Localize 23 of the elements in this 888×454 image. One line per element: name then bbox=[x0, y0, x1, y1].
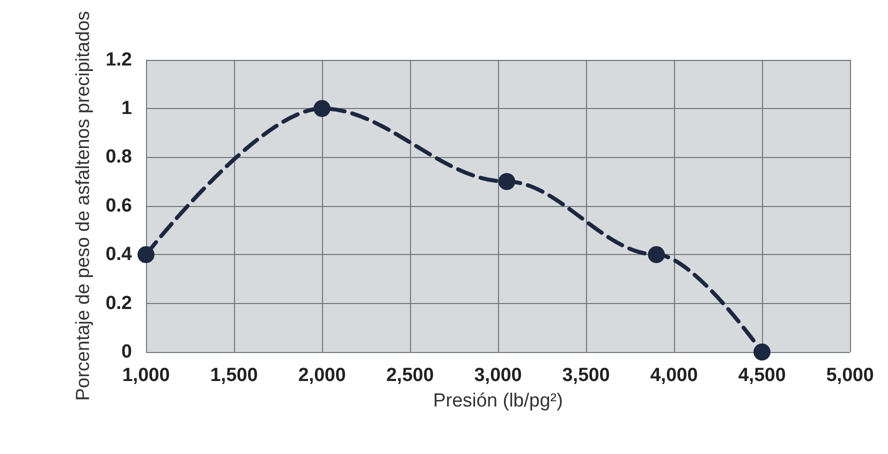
x-tick-label: 3,000 bbox=[474, 365, 522, 386]
y-tick-label: 1 bbox=[121, 98, 132, 119]
y-tick-label: 0.2 bbox=[106, 292, 132, 314]
x-tick-label: 2,000 bbox=[298, 365, 346, 386]
x-tick-label: 2,500 bbox=[386, 365, 434, 386]
y-axis-title: Porcentaje de peso de asfaltenos precipitados bbox=[73, 10, 94, 401]
point bbox=[498, 173, 516, 190]
x-tick-label: 4,500 bbox=[738, 365, 786, 386]
point bbox=[314, 100, 330, 117]
y-tick-label: 0.4 bbox=[106, 244, 132, 266]
x-tick-label: 5,000 bbox=[826, 365, 874, 386]
y-tick-label: 0 bbox=[121, 342, 132, 362]
point bbox=[648, 246, 665, 264]
x-tick-label: 3,500 bbox=[562, 365, 610, 386]
x-tick-label: 1,500 bbox=[210, 365, 258, 386]
x-axis-title: Presión (lb/pg²) bbox=[433, 390, 563, 412]
point bbox=[754, 344, 770, 360]
y-tick-label: 0.8 bbox=[106, 146, 132, 168]
y-tick-label: 0.6 bbox=[106, 195, 132, 216]
point bbox=[138, 246, 154, 264]
x-tick-label: 4,000 bbox=[650, 365, 698, 386]
x-tick-label: 1,000 bbox=[122, 365, 170, 386]
y-tick-label: 1.2 bbox=[106, 49, 132, 70]
